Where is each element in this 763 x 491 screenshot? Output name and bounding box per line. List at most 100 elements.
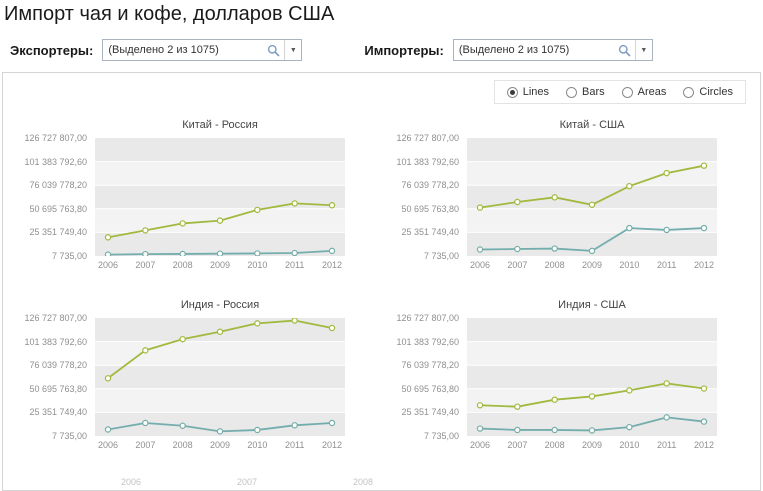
y-axis: 126 727 807,00 101 383 792,60 76 039 778,2… (11, 313, 95, 441)
radio-bars[interactable]: Bars (566, 86, 605, 98)
data-point[interactable] (179, 422, 186, 429)
data-point[interactable] (663, 380, 670, 387)
data-point[interactable] (254, 250, 261, 256)
y-tick-label: 101 383 792,60 (396, 156, 459, 167)
data-point[interactable] (551, 426, 558, 434)
data-point[interactable] (104, 375, 112, 382)
y-tick-label: 76 039 778,20 (29, 180, 87, 191)
data-point[interactable] (142, 419, 149, 427)
y-tick-label: 76 039 778,20 (29, 360, 87, 371)
x-tick-label: 2006 (97, 440, 119, 450)
data-point[interactable] (179, 335, 186, 343)
data-point[interactable] (291, 249, 298, 256)
data-point[interactable] (626, 423, 633, 431)
y-tick-label: 101 383 792,60 (24, 336, 87, 347)
data-point[interactable] (700, 224, 708, 232)
data-point[interactable] (104, 426, 112, 433)
x-tick-label: 2012 (321, 440, 343, 450)
data-point[interactable] (476, 402, 484, 409)
data-point[interactable] (514, 403, 521, 410)
radio-lines[interactable]: Lines (506, 86, 549, 98)
radio-areas[interactable]: Areas (621, 86, 666, 98)
data-point[interactable] (551, 245, 558, 252)
exporters-combo-value: (Выделено 2 из 1075) (108, 44, 219, 56)
chevron-down-icon[interactable]: ▼ (284, 40, 302, 60)
charts-panel: Lines Bars Areas Circles Китай - Россия 126… (2, 72, 761, 491)
data-point[interactable] (216, 428, 224, 435)
x-tick-label: 2010 (247, 440, 268, 450)
data-point[interactable] (254, 320, 261, 327)
x-tick-label: 2011 (656, 440, 677, 450)
data-point[interactable] (291, 200, 298, 207)
y-tick-label: 7 735,00 (423, 431, 459, 441)
x-axis: 2006 2007 2008 2009 2010 2011 2012 (467, 440, 717, 455)
data-point[interactable] (588, 247, 596, 255)
data-point[interactable] (514, 245, 521, 253)
data-point[interactable] (254, 426, 261, 434)
importers-label: Импортеры: (364, 42, 444, 58)
data-point[interactable] (551, 194, 558, 201)
x-tick-label: 2007 (507, 440, 528, 450)
chart-title: Китай - Россия (182, 119, 258, 131)
data-point[interactable] (142, 227, 149, 234)
data-point[interactable] (291, 422, 298, 429)
data-point[interactable] (179, 220, 186, 227)
y-tick-label: 50 695 763,80 (401, 383, 459, 394)
data-point[interactable] (588, 201, 596, 208)
importers-combo[interactable]: (Выделено 2 из 1075) ▼ (452, 39, 653, 61)
x-tick-label: 2006 (469, 440, 491, 450)
data-point[interactable] (663, 169, 670, 177)
ghost-year: 2006 (121, 477, 142, 487)
data-point[interactable] (476, 204, 484, 211)
data-point[interactable] (291, 318, 298, 324)
data-point[interactable] (551, 396, 558, 403)
data-point[interactable] (476, 425, 484, 432)
page-title: Импорт чая и кофе, долларов США (4, 3, 335, 25)
data-point[interactable] (626, 182, 633, 190)
data-point[interactable] (104, 234, 112, 241)
x-tick-label: 2009 (581, 440, 603, 450)
data-point[interactable] (142, 250, 149, 256)
y-axis: 126 727 807,00 101 383 792,60 76 039 778,2… (383, 133, 467, 261)
data-point[interactable] (179, 250, 186, 256)
data-point[interactable] (104, 251, 112, 256)
data-point[interactable] (254, 206, 261, 214)
radio-icon (566, 86, 577, 98)
data-point[interactable] (514, 198, 521, 206)
y-tick-label: 25 351 749,40 (29, 407, 87, 418)
search-icon[interactable] (614, 44, 635, 57)
data-point[interactable] (328, 419, 336, 427)
data-point[interactable] (700, 418, 708, 425)
data-point[interactable] (514, 426, 521, 434)
data-point[interactable] (216, 250, 224, 256)
data-point[interactable] (216, 217, 224, 224)
chart-title: Индия - США (558, 299, 626, 311)
search-icon[interactable] (263, 44, 284, 57)
y-tick-label: 126 727 807,00 (396, 313, 459, 323)
data-point[interactable] (663, 414, 670, 421)
data-point[interactable] (700, 385, 708, 392)
x-tick-label: 2006 (469, 260, 491, 270)
data-point[interactable] (663, 226, 670, 234)
y-tick-label: 101 383 792,60 (24, 156, 87, 167)
y-tick-label: 50 695 763,80 (401, 203, 459, 214)
data-point[interactable] (626, 387, 633, 394)
data-point[interactable] (328, 324, 336, 332)
x-tick-label: 2010 (247, 260, 268, 270)
filter-bar: Экспортеры: (Выделено 2 из 1075) ▼ Импор… (10, 39, 763, 61)
radio-circles[interactable]: Circles (683, 86, 733, 98)
data-point[interactable] (588, 427, 596, 434)
data-point[interactable] (700, 162, 708, 169)
y-tick-label: 50 695 763,80 (29, 383, 87, 394)
data-point[interactable] (626, 224, 633, 232)
data-point[interactable] (216, 328, 224, 335)
data-point[interactable] (328, 247, 336, 255)
exporters-combo[interactable]: (Выделено 2 из 1075) ▼ (102, 39, 303, 61)
chevron-down-icon[interactable]: ▼ (634, 40, 652, 60)
data-point[interactable] (142, 347, 149, 354)
data-point[interactable] (588, 393, 596, 400)
chart-cell-china-usa: Китай - США 126 727 807,00 101 383 792,60… (383, 119, 755, 275)
data-point[interactable] (328, 202, 336, 209)
data-point[interactable] (476, 246, 484, 253)
x-tick-label: 2010 (619, 260, 640, 270)
